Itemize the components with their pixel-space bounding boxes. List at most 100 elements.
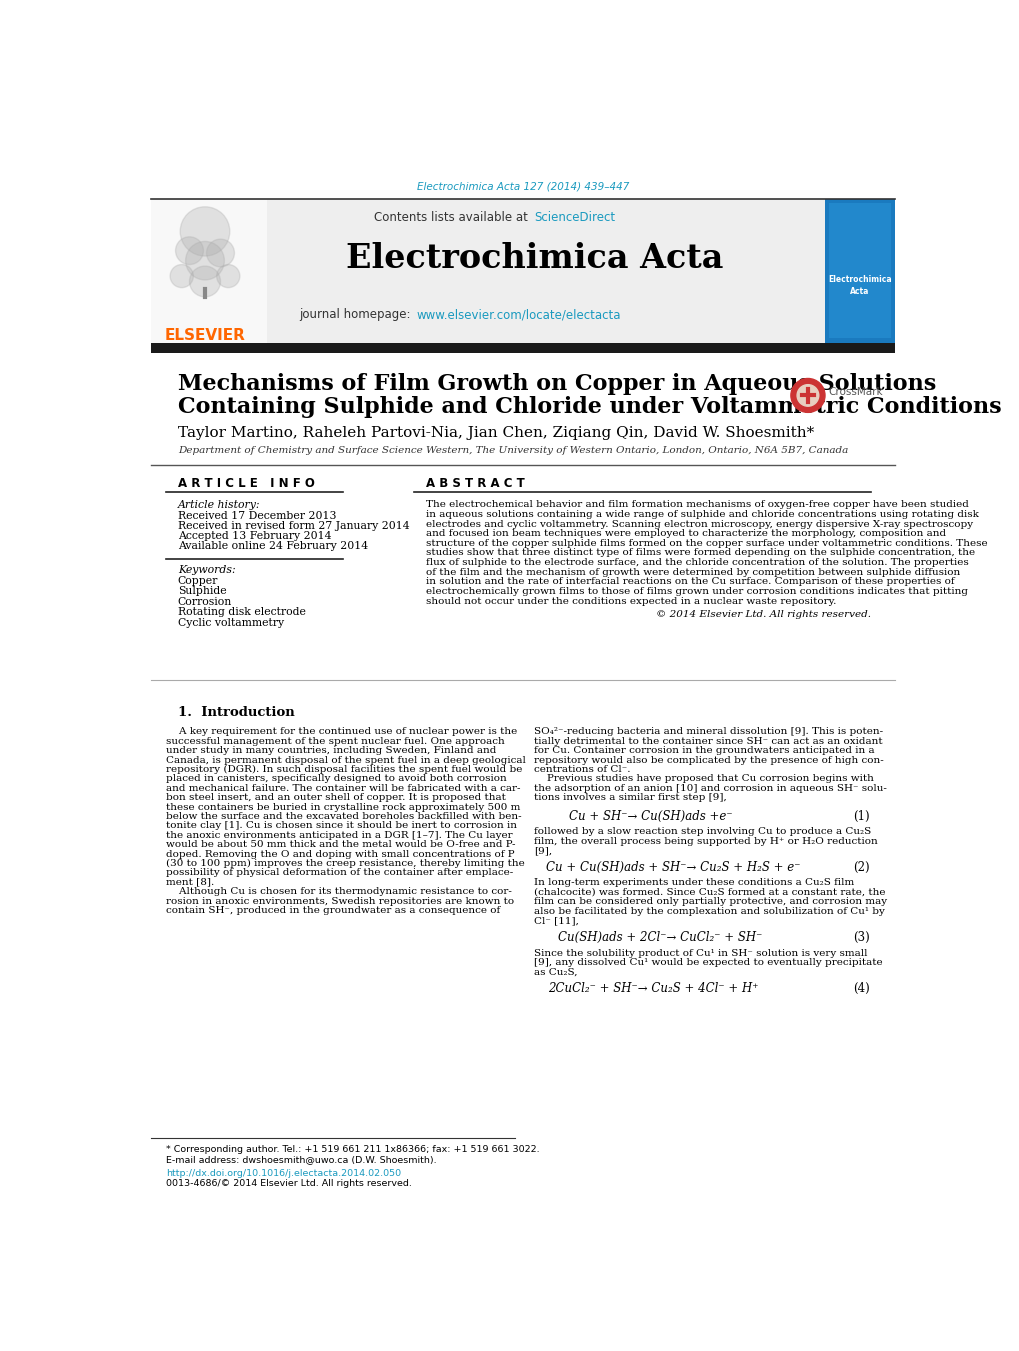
Bar bbox=[824, 199, 894, 343]
Text: Keywords:: Keywords: bbox=[177, 565, 235, 576]
Text: In long-term experiments under these conditions a Cu₂S film: In long-term experiments under these con… bbox=[534, 878, 854, 888]
Text: Available online 24 February 2014: Available online 24 February 2014 bbox=[177, 542, 368, 551]
Text: A key requirement for the continued use of nuclear power is the: A key requirement for the continued use … bbox=[166, 727, 517, 736]
Text: (3): (3) bbox=[852, 931, 869, 944]
Text: and focused ion beam techniques were employed to characterize the morphology, co: and focused ion beam techniques were emp… bbox=[426, 530, 945, 538]
Circle shape bbox=[790, 378, 824, 412]
Text: contain SH⁻, produced in the groundwater as a consequence of: contain SH⁻, produced in the groundwater… bbox=[166, 907, 500, 915]
Text: doped. Removing the O and doping with small concentrations of P: doped. Removing the O and doping with sm… bbox=[166, 850, 515, 858]
Text: tonite clay [1]. Cu is chosen since it should be inert to corrosion in: tonite clay [1]. Cu is chosen since it s… bbox=[166, 821, 517, 831]
Text: flux of sulphide to the electrode surface, and the chloride concentration of the: flux of sulphide to the electrode surfac… bbox=[426, 558, 968, 567]
Text: would be about 50 mm thick and the metal would be O-free and P-: would be about 50 mm thick and the metal… bbox=[166, 840, 516, 850]
Text: centrations of Cl⁻.: centrations of Cl⁻. bbox=[534, 765, 631, 774]
Text: Received 17 December 2013: Received 17 December 2013 bbox=[177, 511, 336, 521]
Text: www.elsevier.com/locate/electacta: www.elsevier.com/locate/electacta bbox=[416, 308, 621, 322]
Text: structure of the copper sulphide films formed on the copper surface under voltam: structure of the copper sulphide films f… bbox=[426, 539, 986, 547]
Bar bbox=[151, 199, 267, 343]
Text: film can be considered only partially protective, and corrosion may: film can be considered only partially pr… bbox=[534, 897, 887, 907]
Text: electrodes and cyclic voltammetry. Scanning electron microscopy, energy dispersi: electrodes and cyclic voltammetry. Scann… bbox=[426, 520, 972, 528]
Text: journal homepage:: journal homepage: bbox=[299, 308, 414, 322]
Text: electrochemically grown films to those of films grown under corrosion conditions: electrochemically grown films to those o… bbox=[426, 586, 967, 596]
Text: studies show that three distinct type of films were formed depending on the sulp: studies show that three distinct type of… bbox=[426, 549, 974, 558]
Text: Electrochimica
Acta: Electrochimica Acta bbox=[827, 274, 891, 296]
Text: possibility of physical deformation of the container after emplace-: possibility of physical deformation of t… bbox=[166, 869, 513, 877]
Text: below the surface and the excavated boreholes backfilled with ben-: below the surface and the excavated bore… bbox=[166, 812, 522, 821]
Text: © 2014 Elsevier Ltd. All rights reserved.: © 2014 Elsevier Ltd. All rights reserved… bbox=[656, 611, 870, 619]
Text: (chalcocite) was formed. Since Cu₂S formed at a constant rate, the: (chalcocite) was formed. Since Cu₂S form… bbox=[534, 888, 886, 897]
Text: tions involves a similar first step [9],: tions involves a similar first step [9], bbox=[534, 793, 727, 802]
Circle shape bbox=[185, 242, 224, 280]
Text: should not occur under the conditions expected in a nuclear waste repository.: should not occur under the conditions ex… bbox=[426, 597, 836, 605]
Text: [9],: [9], bbox=[534, 846, 552, 855]
Text: Cu + Cu(SH)ads + SH⁻→ Cu₂S + H₂S + e⁻: Cu + Cu(SH)ads + SH⁻→ Cu₂S + H₂S + e⁻ bbox=[545, 861, 800, 874]
Text: Cl⁻ [11],: Cl⁻ [11], bbox=[534, 916, 579, 925]
Text: Rotating disk electrode: Rotating disk electrode bbox=[177, 607, 306, 617]
Text: Cyclic voltammetry: Cyclic voltammetry bbox=[177, 617, 283, 628]
Text: followed by a slow reaction step involving Cu to produce a Cu₂S: followed by a slow reaction step involvi… bbox=[534, 827, 871, 836]
Text: 2CuCl₂⁻ + SH⁻→ Cu₂S + 4Cl⁻ + H⁺: 2CuCl₂⁻ + SH⁻→ Cu₂S + 4Cl⁻ + H⁺ bbox=[548, 982, 758, 996]
Text: CrossMark: CrossMark bbox=[828, 386, 882, 397]
Text: repository would also be complicated by the presence of high con-: repository would also be complicated by … bbox=[534, 755, 883, 765]
Text: 1.  Introduction: 1. Introduction bbox=[177, 707, 294, 719]
Text: (30 to 100 ppm) improves the creep resistance, thereby limiting the: (30 to 100 ppm) improves the creep resis… bbox=[166, 859, 525, 867]
Text: A R T I C L E   I N F O: A R T I C L E I N F O bbox=[177, 477, 315, 490]
Text: Although Cu is chosen for its thermodynamic resistance to cor-: Although Cu is chosen for its thermodyna… bbox=[166, 888, 512, 896]
Text: Taylor Martino, Raheleh Partovi-Nia, Jian Chen, Ziqiang Qin, David W. Shoesmith*: Taylor Martino, Raheleh Partovi-Nia, Jia… bbox=[177, 426, 813, 440]
Text: E-mail address: dwshoesmith@uwo.ca (D.W. Shoesmith).: E-mail address: dwshoesmith@uwo.ca (D.W.… bbox=[166, 1155, 436, 1163]
Circle shape bbox=[796, 385, 818, 407]
Text: film, the overall process being supported by H⁺ or H₂O reduction: film, the overall process being supporte… bbox=[534, 836, 877, 846]
Text: Canada, is permanent disposal of the spent fuel in a deep geological: Canada, is permanent disposal of the spe… bbox=[166, 755, 526, 765]
Text: http://dx.doi.org/10.1016/j.electacta.2014.02.050: http://dx.doi.org/10.1016/j.electacta.20… bbox=[166, 1169, 401, 1178]
Text: Cu + SH⁻→ Cu(SH)ads +e⁻: Cu + SH⁻→ Cu(SH)ads +e⁻ bbox=[569, 809, 733, 823]
Text: these containers be buried in crystalline rock approximately 500 m: these containers be buried in crystallin… bbox=[166, 802, 520, 812]
Text: Corrosion: Corrosion bbox=[177, 597, 232, 607]
Text: [9], any dissolved Cu¹ would be expected to eventually precipitate: [9], any dissolved Cu¹ would be expected… bbox=[534, 958, 882, 967]
Text: as Cu₂S,: as Cu₂S, bbox=[534, 967, 578, 977]
Text: Containing Sulphide and Chloride under Voltammetric Conditions: Containing Sulphide and Chloride under V… bbox=[177, 396, 1001, 417]
Text: Department of Chemistry and Surface Science Western, The University of Western O: Department of Chemistry and Surface Scie… bbox=[177, 446, 847, 455]
Text: (4): (4) bbox=[852, 982, 869, 996]
Text: placed in canisters, specifically designed to avoid both corrosion: placed in canisters, specifically design… bbox=[166, 774, 506, 784]
Text: (2): (2) bbox=[853, 861, 869, 874]
Circle shape bbox=[175, 236, 203, 265]
Text: Sulphide: Sulphide bbox=[177, 586, 226, 596]
Text: bon steel insert, and an outer shell of copper. It is proposed that: bon steel insert, and an outer shell of … bbox=[166, 793, 505, 802]
Text: tially detrimental to the container since SH⁻ can act as an oxidant: tially detrimental to the container sinc… bbox=[534, 736, 882, 746]
Text: in solution and the rate of interfacial reactions on the Cu surface. Comparison : in solution and the rate of interfacial … bbox=[426, 577, 954, 586]
Text: Since the solubility product of Cu¹ in SH⁻ solution is very small: Since the solubility product of Cu¹ in S… bbox=[534, 948, 867, 958]
Text: Electrochimica Acta: Electrochimica Acta bbox=[345, 242, 722, 274]
Circle shape bbox=[170, 265, 194, 288]
Text: Article history:: Article history: bbox=[177, 500, 260, 509]
Text: of the film and the mechanism of growth were determined by competition between s: of the film and the mechanism of growth … bbox=[426, 567, 959, 577]
Text: The electrochemical behavior and film formation mechanisms of oxygen-free copper: The electrochemical behavior and film fo… bbox=[426, 500, 968, 509]
Text: for Cu. Container corrosion in the groundwaters anticipated in a: for Cu. Container corrosion in the groun… bbox=[534, 746, 874, 755]
Text: ment [8].: ment [8]. bbox=[166, 878, 214, 886]
Bar bbox=[151, 343, 894, 353]
Text: in aqueous solutions containing a wide range of sulphide and chloride concentrat: in aqueous solutions containing a wide r… bbox=[426, 509, 978, 519]
Text: Electrochimica Acta 127 (2014) 439–447: Electrochimica Acta 127 (2014) 439–447 bbox=[416, 182, 629, 192]
Bar bbox=[828, 203, 890, 338]
Text: * Corresponding author. Tel.: +1 519 661 211 1x86366; fax: +1 519 661 3022.: * Corresponding author. Tel.: +1 519 661… bbox=[166, 1144, 539, 1154]
Text: under study in many countries, including Sweden, Finland and: under study in many countries, including… bbox=[166, 746, 496, 755]
Text: repository (DGR). In such disposal facilities the spent fuel would be: repository (DGR). In such disposal facil… bbox=[166, 765, 522, 774]
Text: Mechanisms of Film Growth on Copper in Aqueous Solutions: Mechanisms of Film Growth on Copper in A… bbox=[177, 373, 935, 394]
Text: also be facilitated by the complexation and solubilization of Cu¹ by: also be facilitated by the complexation … bbox=[534, 907, 884, 916]
Text: the anoxic environments anticipated in a DGR [1–7]. The Cu layer: the anoxic environments anticipated in a… bbox=[166, 831, 513, 840]
Text: rosion in anoxic environments, Swedish repositories are known to: rosion in anoxic environments, Swedish r… bbox=[166, 897, 514, 905]
Text: Contents lists available at: Contents lists available at bbox=[374, 211, 532, 224]
Text: ELSEVIER: ELSEVIER bbox=[164, 328, 246, 343]
Text: Copper: Copper bbox=[177, 576, 218, 586]
Text: Accepted 13 February 2014: Accepted 13 February 2014 bbox=[177, 531, 331, 542]
Text: Received in revised form 27 January 2014: Received in revised form 27 January 2014 bbox=[177, 521, 409, 531]
Circle shape bbox=[190, 266, 220, 297]
Text: and mechanical failure. The container will be fabricated with a car-: and mechanical failure. The container wi… bbox=[166, 784, 521, 793]
Text: Previous studies have proposed that Cu corrosion begins with: Previous studies have proposed that Cu c… bbox=[534, 774, 873, 784]
Circle shape bbox=[206, 239, 234, 267]
Text: the adsorption of an anion [10] and corrosion in aqueous SH⁻ solu-: the adsorption of an anion [10] and corr… bbox=[534, 784, 887, 793]
Text: 0013-4686/© 2014 Elsevier Ltd. All rights reserved.: 0013-4686/© 2014 Elsevier Ltd. All right… bbox=[166, 1179, 412, 1189]
Bar bbox=[151, 199, 824, 343]
Text: A B S T R A C T: A B S T R A C T bbox=[426, 477, 524, 490]
Text: Cu(SH)ads + 2Cl⁻→ CuCl₂⁻ + SH⁻: Cu(SH)ads + 2Cl⁻→ CuCl₂⁻ + SH⁻ bbox=[557, 931, 761, 944]
Text: (1): (1) bbox=[853, 809, 869, 823]
Circle shape bbox=[216, 265, 239, 288]
